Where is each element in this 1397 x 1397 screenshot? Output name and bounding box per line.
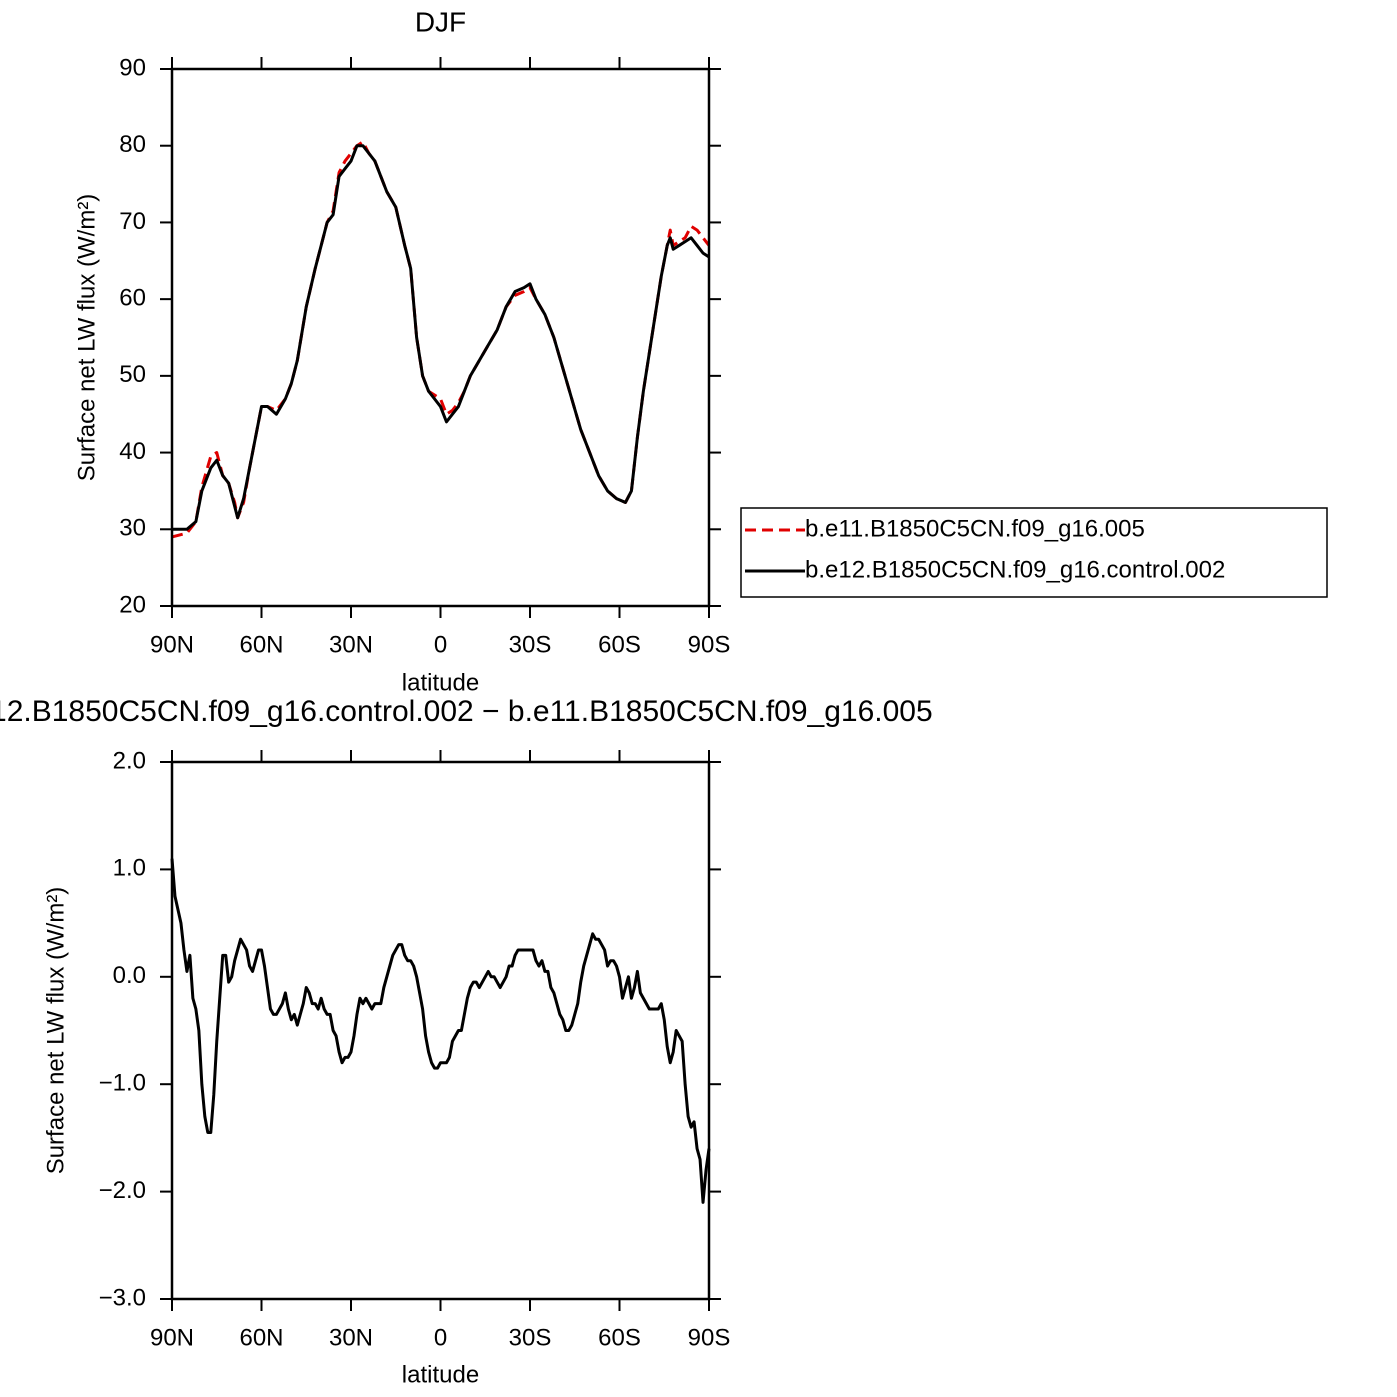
- y-tick-label: 90: [119, 54, 146, 81]
- y-tick-label: 30: [119, 515, 146, 542]
- data-line: [170, 858, 711, 1204]
- y-tick-label: 80: [119, 131, 146, 158]
- plot-frame: [170, 760, 711, 1301]
- x-tick-label: 90S: [688, 1324, 731, 1351]
- x-tick-label: 90N: [150, 631, 194, 658]
- x-tick-label: 30N: [329, 1324, 373, 1351]
- y-tick-label: 70: [119, 208, 146, 235]
- y-tick-label: 40: [119, 438, 146, 465]
- data-line: [171, 140, 711, 539]
- x-axis-label: latitude: [402, 669, 479, 696]
- x-tick-label: 0: [434, 1324, 447, 1351]
- y-tick-label: 0.0: [113, 962, 146, 989]
- chart-title: DJF: [415, 6, 466, 37]
- y-tick-label: 20: [119, 591, 146, 618]
- x-tick-label: 90N: [150, 1324, 194, 1351]
- y-tick-label: −1.0: [99, 1070, 146, 1097]
- y-axis-label: Surface net LW flux (W/m²): [73, 194, 100, 482]
- plot-frame: [170, 67, 711, 608]
- y-tick-label: −3.0: [99, 1284, 146, 1311]
- x-tick-label: 0: [434, 631, 447, 658]
- legend-box: [740, 507, 1328, 598]
- x-tick-label: 30S: [509, 1324, 552, 1351]
- x-tick-label: 60N: [239, 1324, 283, 1351]
- legend-label: b.e12.B1850C5CN.f09_g16.control.002: [805, 556, 1225, 583]
- x-tick-label: 60N: [239, 631, 283, 658]
- data-line: [172, 144, 710, 531]
- y-tick-label: 1.0: [113, 855, 146, 882]
- x-tick-label: 30S: [509, 631, 552, 658]
- y-tick-label: 2.0: [113, 747, 146, 774]
- y-tick-label: 60: [119, 284, 146, 311]
- x-tick-label: 60S: [598, 631, 641, 658]
- x-axis-label: latitude: [402, 1361, 479, 1388]
- x-tick-label: 60S: [598, 1324, 641, 1351]
- y-tick-label: −2.0: [99, 1177, 146, 1204]
- x-tick-label: 90S: [688, 631, 731, 658]
- legend-label: b.e11.B1850C5CN.f09_g16.005: [805, 515, 1145, 542]
- y-axis-label: Surface net LW flux (W/m²): [42, 887, 69, 1175]
- y-tick-label: 50: [119, 361, 146, 388]
- x-tick-label: 30N: [329, 631, 373, 658]
- chart-title: b.e12.B1850C5CN.f09_g16.control.002 − b.…: [0, 695, 933, 728]
